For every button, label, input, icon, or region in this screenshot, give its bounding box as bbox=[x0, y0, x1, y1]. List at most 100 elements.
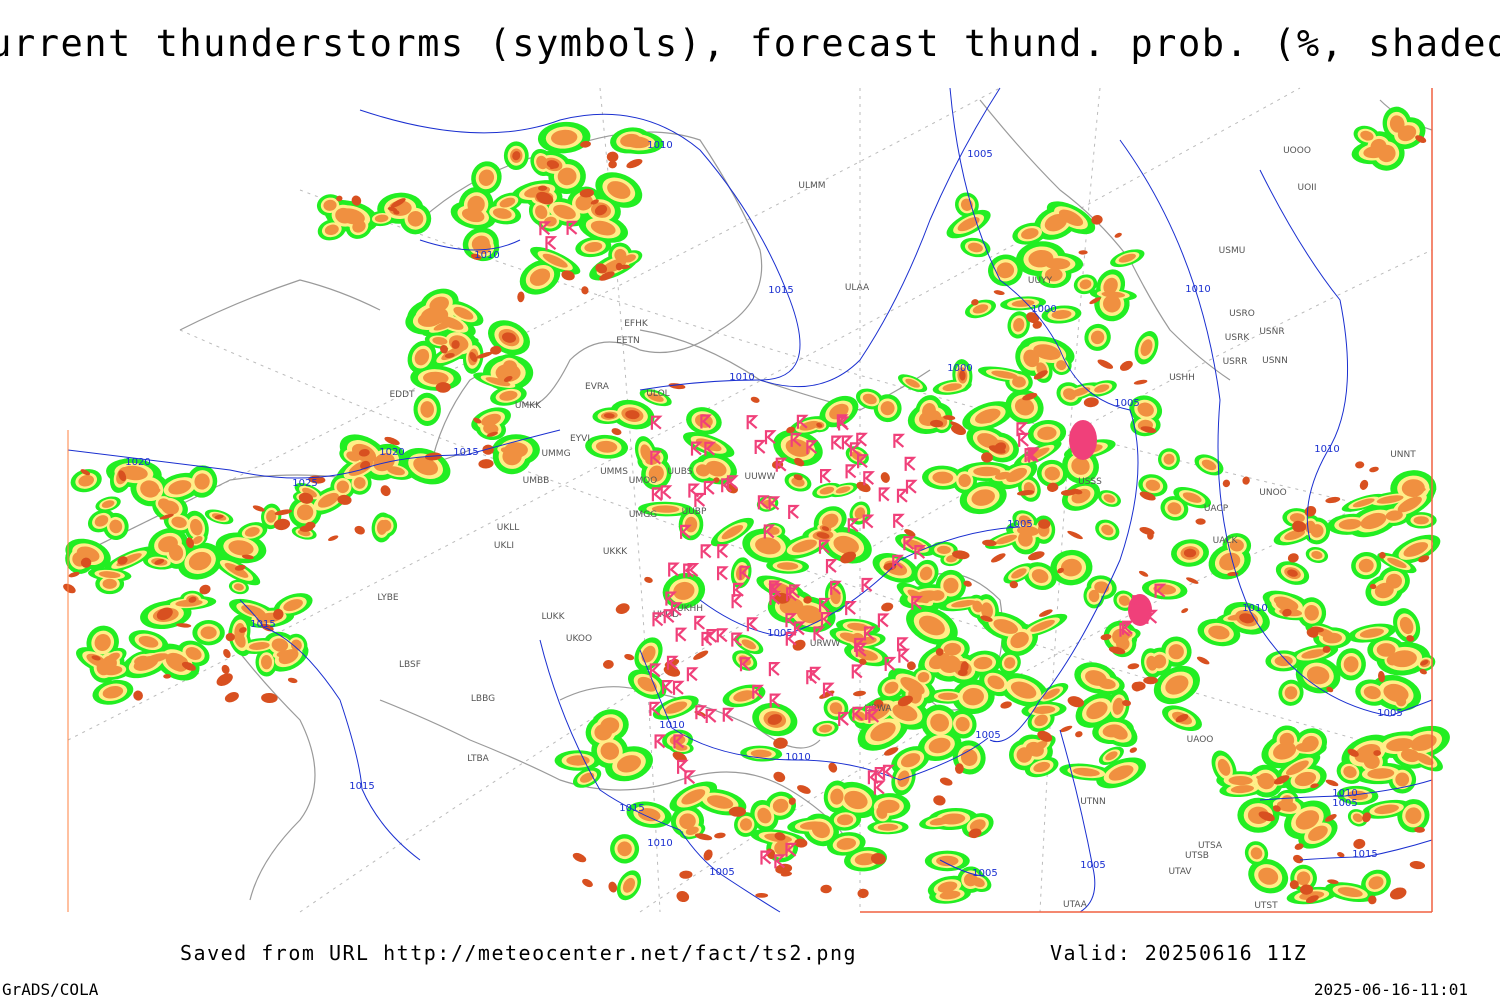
probability-patch bbox=[266, 510, 277, 523]
thunderstorm-symbol bbox=[652, 612, 665, 627]
software: GrADS/COLA bbox=[2, 980, 99, 999]
thunderstorm-symbol bbox=[768, 662, 781, 677]
station-label: UNNT bbox=[1390, 450, 1416, 460]
probability-patch bbox=[991, 370, 1018, 379]
probability-patch bbox=[673, 581, 695, 600]
probability-patch bbox=[1067, 696, 1085, 708]
probability-patch bbox=[252, 505, 265, 512]
probability-patch bbox=[1097, 678, 1116, 690]
probability-patch bbox=[1415, 135, 1427, 143]
probability-patch bbox=[481, 413, 502, 427]
probability-patch bbox=[993, 290, 1005, 296]
thunderstorm-symbol bbox=[774, 854, 787, 869]
probability-patch bbox=[995, 534, 1018, 545]
station-label: USHH bbox=[1169, 373, 1195, 383]
probability-patch bbox=[1078, 250, 1088, 255]
isobar-label: 1005 bbox=[1332, 798, 1357, 809]
probability-patch bbox=[336, 480, 350, 494]
probability-patch bbox=[1056, 360, 1067, 371]
probability-patch bbox=[1033, 761, 1051, 773]
probability-patch bbox=[248, 642, 270, 650]
probability-patch bbox=[951, 599, 977, 608]
thunderstorm-symbol bbox=[825, 559, 838, 574]
probability-patch bbox=[1091, 214, 1103, 225]
probability-patch bbox=[221, 664, 230, 674]
thunderstorm-symbol bbox=[845, 464, 858, 479]
station-label: UOOO bbox=[1283, 146, 1311, 156]
thunderstorm-symbol bbox=[884, 656, 897, 671]
probability-patch bbox=[102, 686, 124, 699]
thunderstorm-symbol bbox=[786, 587, 798, 602]
probability-patch bbox=[615, 603, 630, 614]
probability-patch bbox=[432, 336, 448, 345]
probability-patch bbox=[1075, 731, 1083, 738]
probability-patch bbox=[1090, 330, 1105, 345]
probability-patch bbox=[918, 615, 945, 636]
probability-patch bbox=[1362, 812, 1371, 823]
probability-patch bbox=[1137, 402, 1154, 417]
probability-patch bbox=[470, 253, 482, 260]
thunderstorm-symbol bbox=[649, 701, 662, 716]
probability-patch bbox=[739, 818, 753, 831]
probability-patch bbox=[1272, 805, 1281, 812]
probability-patch bbox=[776, 562, 799, 570]
probability-patch bbox=[557, 167, 577, 186]
probability-patch bbox=[768, 526, 780, 535]
probability-patch bbox=[234, 564, 246, 571]
thunderstorm-symbol bbox=[897, 637, 909, 652]
probability-patch bbox=[1257, 772, 1275, 790]
probability-patch bbox=[1324, 814, 1337, 822]
probability-patch bbox=[444, 353, 455, 358]
probability-patch bbox=[816, 532, 830, 539]
thunderstorm-symbol bbox=[852, 706, 865, 721]
probability-patch bbox=[575, 194, 593, 211]
probability-patch bbox=[1377, 144, 1396, 163]
probability-patch bbox=[993, 619, 1018, 634]
probability-patch bbox=[138, 635, 159, 648]
probability-patch bbox=[836, 837, 857, 850]
probability-patch bbox=[930, 713, 949, 732]
station-label: UMBB bbox=[523, 476, 550, 486]
probability-patch bbox=[1410, 734, 1437, 751]
probability-patch bbox=[988, 445, 1006, 454]
probability-patch bbox=[933, 795, 946, 806]
probability-patch bbox=[608, 160, 617, 169]
probability-patch bbox=[774, 832, 786, 841]
station-label: UACK bbox=[1213, 536, 1239, 546]
probability-patch bbox=[844, 790, 868, 810]
probability-patch bbox=[336, 195, 343, 202]
probability-patch bbox=[616, 755, 642, 773]
probability-patch bbox=[611, 428, 622, 436]
probability-patch bbox=[755, 892, 769, 898]
station-label: UKHH bbox=[677, 604, 703, 614]
thunderstorm-symbol bbox=[673, 734, 686, 749]
probability-patch bbox=[503, 375, 513, 383]
station-label: EVRA bbox=[585, 382, 610, 392]
station-label: UMMS bbox=[600, 467, 628, 477]
probability-patch bbox=[1373, 750, 1382, 756]
probability-patch bbox=[1004, 657, 1016, 669]
probability-patch bbox=[1359, 479, 1369, 490]
probability-patch bbox=[943, 577, 959, 594]
isobar-label: 1020 bbox=[379, 447, 404, 458]
probability-patch bbox=[328, 535, 339, 542]
isobar-label: 1005 bbox=[1377, 708, 1402, 719]
probability-patch bbox=[951, 424, 966, 435]
probability-patch bbox=[967, 242, 983, 253]
probability-patch bbox=[1239, 613, 1255, 624]
probability-patch bbox=[413, 457, 439, 476]
probability-patch bbox=[163, 673, 171, 679]
probability-patch bbox=[199, 584, 211, 595]
station-label: LTBA bbox=[467, 754, 489, 764]
probability-patch bbox=[936, 855, 959, 867]
probability-patch bbox=[1399, 616, 1414, 635]
probability-patch bbox=[594, 204, 608, 216]
probability-patch bbox=[1403, 542, 1429, 557]
probability-patch bbox=[968, 828, 982, 839]
station-label: UTNN bbox=[1080, 797, 1106, 807]
probability-patch bbox=[290, 639, 302, 651]
station-label: UTAV bbox=[1168, 867, 1192, 877]
thunderstorm-symbol bbox=[893, 513, 905, 528]
probability-patch bbox=[757, 807, 772, 824]
thunderstorm-symbol bbox=[903, 536, 916, 551]
